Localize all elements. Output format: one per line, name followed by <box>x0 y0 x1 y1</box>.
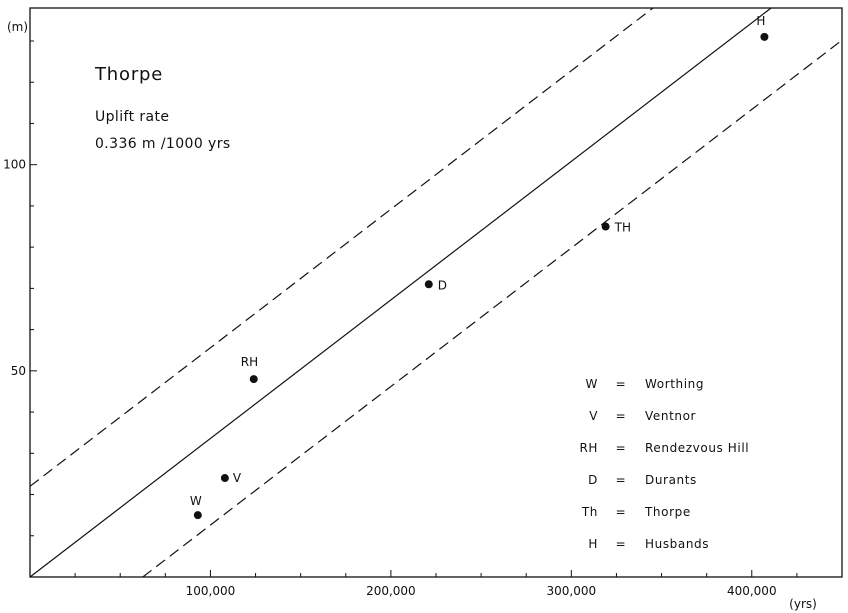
confidence-line-dashed <box>29 7 654 487</box>
data-points: W V RH D TH H <box>190 14 769 520</box>
y-tick-label: 50 <box>11 364 26 378</box>
x-tick-label: 400,000 <box>727 584 777 598</box>
data-point-v <box>220 474 229 483</box>
plot-frame <box>29 7 843 578</box>
data-point-w <box>193 511 202 520</box>
legend-abbr: D <box>588 473 598 487</box>
legend-equals: = <box>616 537 627 551</box>
legend-abbr: W <box>586 377 598 391</box>
legend-equals: = <box>616 473 627 487</box>
y-axis-label: (m) <box>7 20 28 34</box>
legend-abbr: V <box>589 409 598 423</box>
legend-equals: = <box>616 377 627 391</box>
legend-name: Husbands <box>645 537 709 551</box>
legend: W = Worthing V = Ventnor RH = Rendezvous Hill D = D… <box>579 377 749 551</box>
legend-name: Thorpe <box>644 505 691 519</box>
chart-title: Thorpe <box>94 64 163 85</box>
x-tick-label: 300,000 <box>547 584 597 598</box>
x-tick-label: 200,000 <box>366 584 416 598</box>
legend-name: Ventnor <box>645 409 696 423</box>
legend-abbr: RH <box>579 441 598 455</box>
point-label-rh: RH <box>241 355 258 369</box>
legend-name: Rendezvous Hill <box>645 441 749 455</box>
uplift-line-solid <box>29 7 772 578</box>
x-axis-label: (yrs) <box>789 597 817 611</box>
point-label-h: H <box>756 14 765 28</box>
data-point-h <box>760 32 769 41</box>
point-label-d: D <box>438 278 447 292</box>
point-label-w: W <box>190 494 202 508</box>
legend-abbr: Th <box>581 505 598 519</box>
trend-lines <box>29 7 843 578</box>
legend-name: Worthing <box>645 377 704 391</box>
x-tick-label: 100,000 <box>186 584 236 598</box>
chart-subtitle-line-2: 0.336 m /1000 yrs <box>95 136 231 152</box>
point-label-v: V <box>233 471 242 485</box>
data-point-rh <box>249 375 258 384</box>
data-point-d <box>424 280 433 289</box>
legend-abbr: H <box>588 537 598 551</box>
data-point-th <box>601 222 610 231</box>
legend-equals: = <box>616 441 627 455</box>
legend-name: Durants <box>645 473 697 487</box>
legend-equals: = <box>616 505 627 519</box>
axes: 100,000 200,000 300,000 400,000 50 100 <box>3 7 843 598</box>
confidence-line-dashed <box>142 39 843 578</box>
point-label-th: TH <box>614 221 631 235</box>
legend-equals: = <box>616 409 627 423</box>
y-tick-label: 100 <box>3 158 26 172</box>
chart-subtitle-line-1: Uplift rate <box>95 109 169 125</box>
